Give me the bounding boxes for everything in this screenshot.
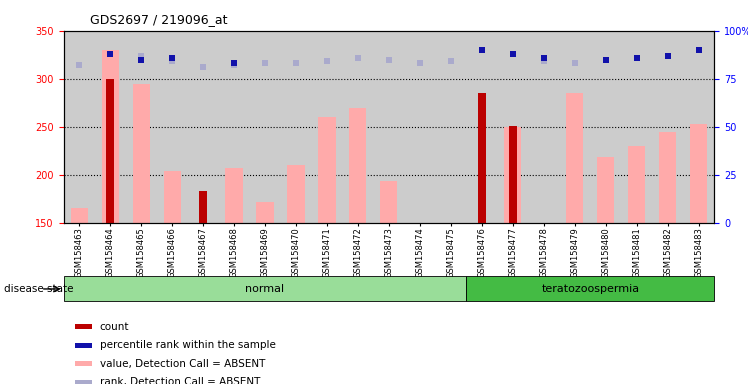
Text: GDS2697 / 219096_at: GDS2697 / 219096_at (90, 13, 227, 26)
Bar (467, 276, 714, 301)
Bar (566, 93, 583, 223)
Bar (70, 208, 88, 223)
Bar (690, 124, 708, 223)
Bar (225, 168, 242, 223)
Text: rank, Detection Call = ABSENT: rank, Detection Call = ABSENT (99, 377, 260, 384)
Bar (504, 127, 521, 223)
Text: count: count (99, 322, 129, 332)
Text: disease state: disease state (4, 284, 73, 294)
Bar (509, 126, 517, 223)
Text: normal: normal (245, 284, 284, 294)
Bar (257, 202, 274, 223)
Bar (319, 117, 336, 223)
Bar (659, 132, 676, 223)
Bar (628, 146, 646, 223)
Bar (287, 165, 304, 223)
Text: teratozoospermia: teratozoospermia (542, 284, 640, 294)
Text: percentile rank within the sample: percentile rank within the sample (99, 340, 276, 350)
Bar (164, 171, 180, 223)
Bar (64, 276, 467, 301)
Bar (381, 182, 397, 223)
Text: value, Detection Call = ABSENT: value, Detection Call = ABSENT (99, 359, 265, 369)
Bar (132, 84, 150, 223)
Bar (102, 50, 119, 223)
Bar (106, 79, 114, 223)
Bar (199, 191, 207, 223)
Bar (349, 108, 367, 223)
Bar (478, 93, 485, 223)
Bar (598, 157, 614, 223)
